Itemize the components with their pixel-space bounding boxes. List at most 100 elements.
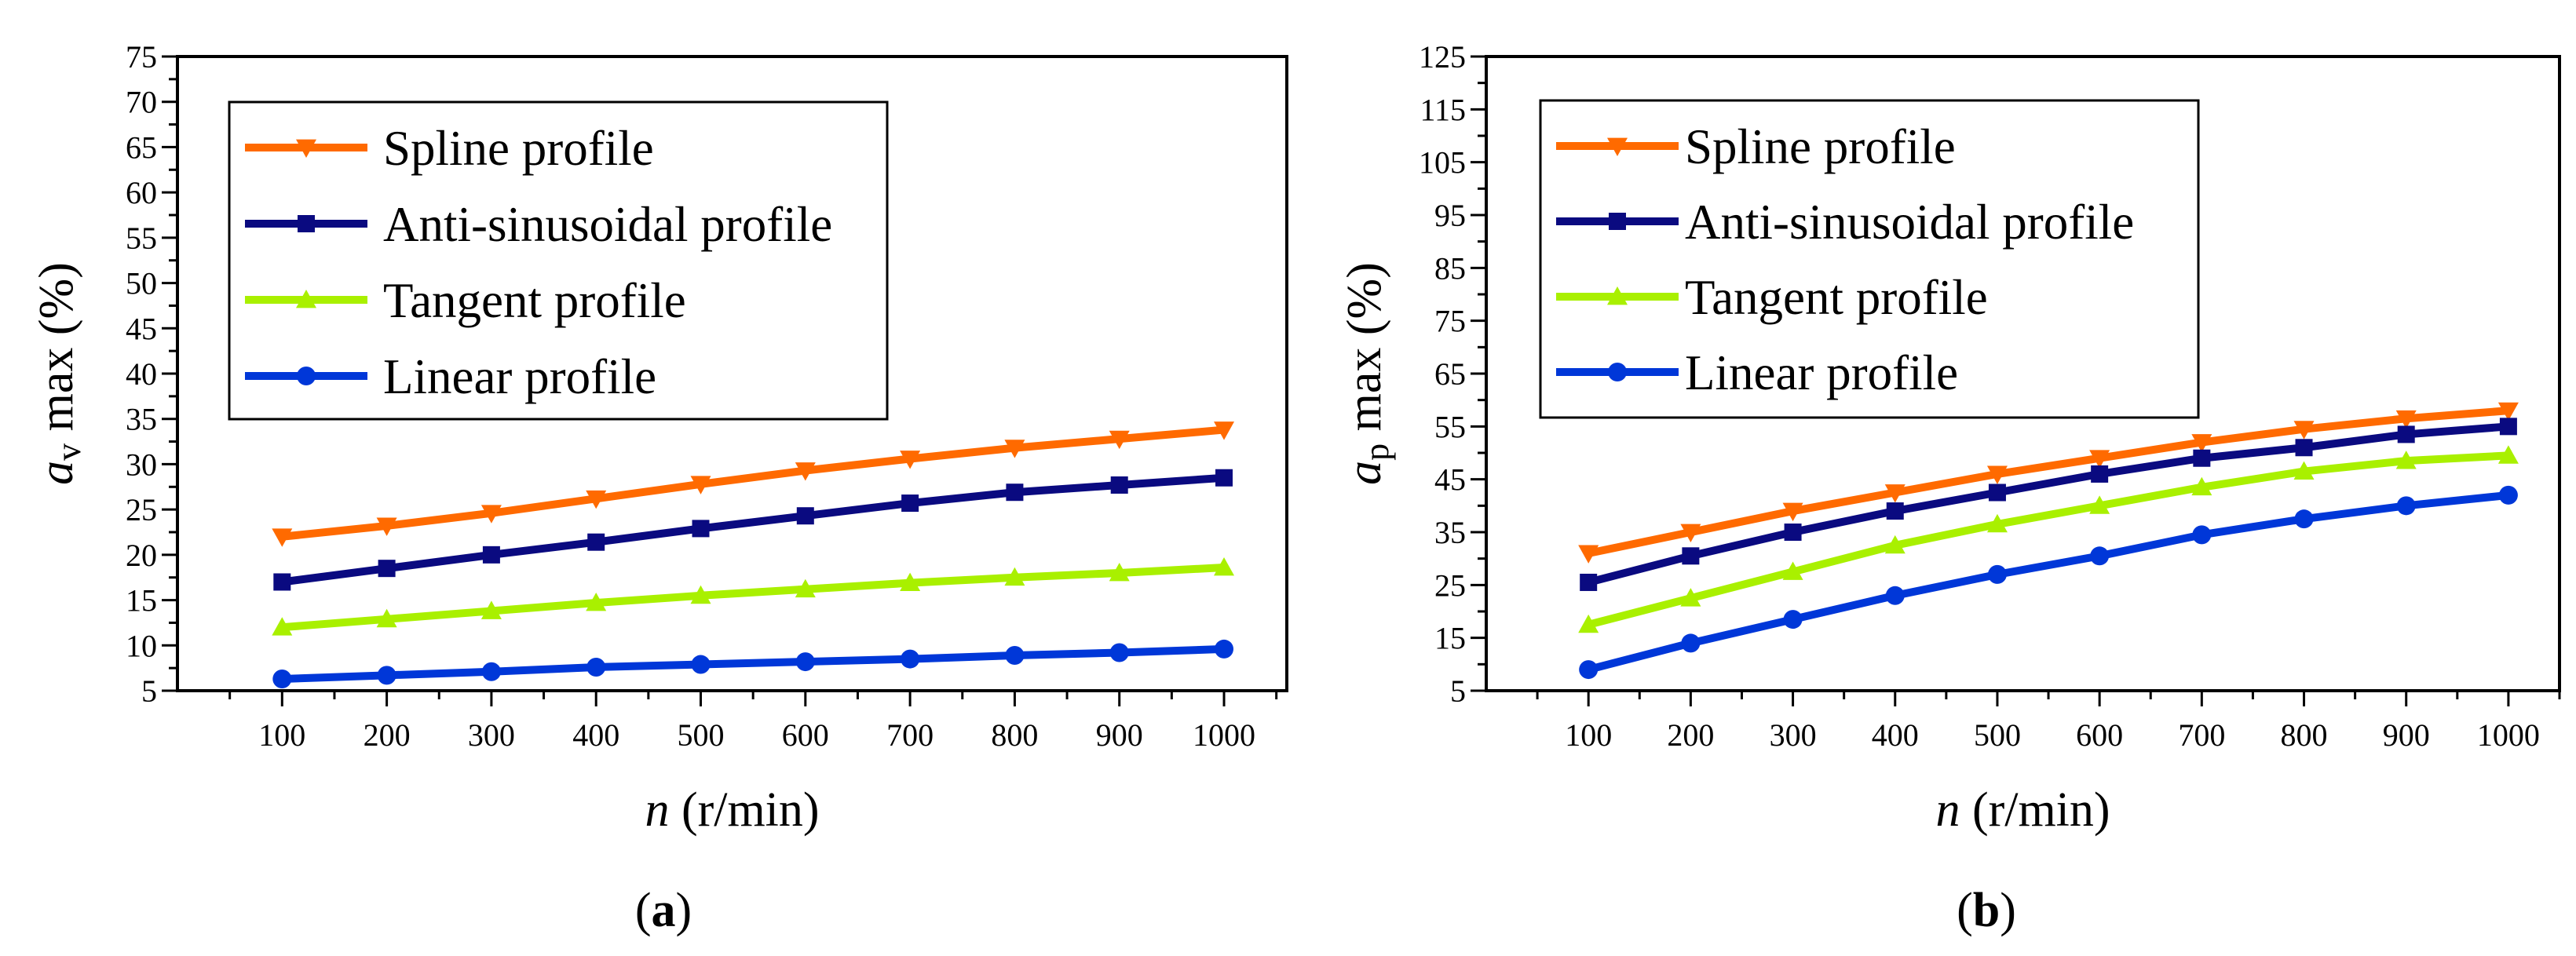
data-point — [1580, 573, 1598, 591]
legend-item: Linear profile — [245, 349, 656, 404]
data-point — [1214, 421, 1235, 440]
legend-box — [228, 100, 889, 421]
legend-marker — [297, 367, 316, 385]
legend-marker — [1607, 137, 1628, 156]
y-axis-a: 5 10 15 20 25 30 35 40 45 50 55 60 65 70 75 — [126, 39, 177, 709]
data-point — [1004, 440, 1025, 458]
data-point — [586, 490, 607, 509]
x-tick-label: 900 — [2383, 717, 2430, 753]
y-tick-label: 50 — [126, 266, 157, 301]
series-line — [1587, 491, 2509, 673]
series-spline — [1578, 402, 2519, 564]
data-point — [1680, 524, 1701, 542]
series-anti-sinusoidal — [273, 469, 1233, 591]
y-tick-label: 85 — [1434, 250, 1466, 286]
data-point — [1784, 524, 1802, 541]
series-line — [1587, 451, 2509, 629]
data-point — [2395, 410, 2417, 429]
legend-item: Tangent profile — [1556, 270, 1988, 325]
y-axis-b: 5 15 25 35 45 55 65 75 85 95 105 115 125 — [1419, 39, 1486, 709]
data-point — [1109, 430, 1130, 450]
series-line — [281, 473, 1225, 586]
chart-panel-a: 5 10 15 20 25 30 35 40 45 50 55 60 65 70 75 100 200 300 4… — [30, 39, 1288, 937]
y-tick-label: 75 — [1434, 304, 1466, 339]
y-tick-label: 65 — [1434, 356, 1466, 392]
y-tick-label: 35 — [126, 402, 157, 437]
data-point — [1986, 465, 2008, 484]
series-line — [281, 425, 1225, 541]
y-tick-label: 25 — [1434, 567, 1466, 603]
data-point — [691, 655, 711, 674]
x-tick-label: 700 — [886, 717, 934, 753]
x-tick-label: 800 — [991, 717, 1038, 753]
y-tick-label: 15 — [126, 583, 157, 618]
x-tick-label: 800 — [2281, 717, 2328, 753]
series-tangent — [1578, 445, 2519, 633]
legend-label: Anti-sinusoidal profile — [1685, 195, 2134, 250]
x-tick-label: 500 — [1974, 717, 2021, 753]
data-point — [482, 546, 500, 564]
data-point — [1884, 535, 1906, 554]
legend-label: Spline profile — [383, 121, 654, 176]
data-point — [692, 520, 710, 538]
data-point — [900, 572, 921, 592]
data-point — [2497, 445, 2519, 464]
legend-item: Spline profile — [1556, 119, 1956, 174]
data-point — [2295, 439, 2313, 457]
data-point — [900, 451, 921, 469]
data-point — [1885, 586, 1905, 605]
y-axis-title-a: av max (%) — [30, 262, 88, 485]
series-tangent — [272, 557, 1235, 636]
data-point — [272, 669, 292, 688]
chart-panel-b: 5 15 25 35 45 55 65 75 85 95 105 115 125 100 200 300 40… — [1338, 39, 2561, 937]
legend-a: Spline profile Anti-sinusoidal profile Tan… — [228, 100, 889, 421]
y-tick-label: 45 — [126, 311, 157, 346]
data-point — [272, 528, 293, 547]
y-tick-label: 60 — [126, 175, 157, 210]
data-point — [1884, 484, 1906, 503]
legend-marker — [298, 215, 315, 232]
data-point — [480, 505, 502, 524]
legend-label: Linear profile — [383, 349, 656, 404]
legend-label: Anti-sinusoidal profile — [383, 197, 832, 252]
data-point — [2497, 402, 2519, 421]
data-point — [378, 560, 396, 578]
legend-item: Anti-sinusoidal profile — [245, 197, 832, 252]
data-point — [2498, 485, 2518, 505]
legend-marker — [1609, 213, 1626, 230]
data-point — [2397, 425, 2415, 443]
data-point — [2395, 451, 2417, 469]
x-tick-label: 200 — [1667, 717, 1714, 753]
data-point — [1680, 588, 1701, 607]
x-tick-label: 200 — [364, 717, 411, 753]
data-point — [1215, 469, 1233, 487]
y-tick-label: 5 — [1450, 673, 1466, 709]
legend-marker — [1608, 363, 1627, 381]
data-point — [2192, 525, 2212, 545]
legend-label: Tangent profile — [1685, 270, 1988, 325]
data-point — [1578, 614, 1599, 633]
data-point — [1004, 567, 1025, 586]
y-tick-label: 55 — [126, 221, 157, 256]
x-tick-label: 400 — [572, 717, 619, 753]
y-tick-label: 75 — [126, 39, 157, 75]
data-point — [1988, 483, 2006, 502]
data-point — [376, 608, 397, 628]
data-point — [586, 657, 606, 677]
data-point — [587, 533, 605, 551]
data-point — [1215, 639, 1234, 659]
data-point — [376, 517, 397, 536]
y-tick-label: 5 — [141, 673, 157, 709]
data-point — [796, 507, 814, 525]
y-tick-label: 45 — [1434, 462, 1466, 498]
data-point — [1005, 645, 1025, 665]
y-tick-label: 40 — [126, 356, 157, 392]
x-tick-label: 1000 — [2477, 717, 2540, 753]
series-anti-sinusoidal — [1580, 418, 2517, 591]
y-tick-label: 115 — [1420, 92, 1466, 127]
legend-box — [1539, 99, 2200, 419]
data-point — [273, 573, 291, 591]
data-point — [2294, 509, 2314, 529]
data-point — [2293, 421, 2315, 440]
